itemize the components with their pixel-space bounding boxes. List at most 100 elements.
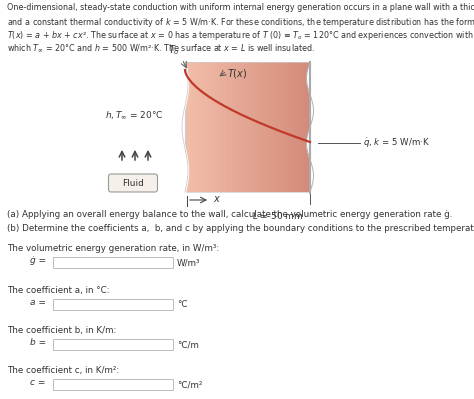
Polygon shape <box>193 62 194 192</box>
Polygon shape <box>254 62 255 192</box>
Polygon shape <box>246 62 247 192</box>
Polygon shape <box>257 62 258 192</box>
Polygon shape <box>221 62 222 192</box>
Polygon shape <box>230 62 232 192</box>
Text: One-dimensional, steady-state conduction with uniform internal energy generation: One-dimensional, steady-state conduction… <box>7 3 474 12</box>
Polygon shape <box>263 62 264 192</box>
Text: c =: c = <box>30 378 46 387</box>
Polygon shape <box>294 62 296 192</box>
Polygon shape <box>280 62 282 192</box>
Text: $\dot{q}$, $k$ = 5 W/m·K: $\dot{q}$, $k$ = 5 W/m·K <box>363 136 430 150</box>
Polygon shape <box>285 62 287 192</box>
Text: (b) Determine the coefficients a,  b, and c by applying the boundary conditions : (b) Determine the coefficients a, b, and… <box>7 224 474 233</box>
Polygon shape <box>296 62 298 192</box>
Polygon shape <box>301 62 302 192</box>
Text: b =: b = <box>30 338 46 347</box>
Polygon shape <box>299 62 301 192</box>
Text: a =: a = <box>30 298 46 307</box>
FancyBboxPatch shape <box>53 339 173 350</box>
Text: The coefficient b, in K/m:: The coefficient b, in K/m: <box>7 326 117 335</box>
Polygon shape <box>307 62 309 192</box>
Polygon shape <box>196 62 198 192</box>
Polygon shape <box>304 62 305 192</box>
Text: The coefficient c, in K/m²:: The coefficient c, in K/m²: <box>7 366 119 375</box>
Polygon shape <box>291 62 293 192</box>
Polygon shape <box>282 62 283 192</box>
Polygon shape <box>215 62 216 192</box>
Polygon shape <box>198 62 199 192</box>
Text: The coefficient a, in °C:: The coefficient a, in °C: <box>7 286 109 295</box>
Polygon shape <box>209 62 210 192</box>
Polygon shape <box>275 62 277 192</box>
FancyBboxPatch shape <box>53 299 173 310</box>
Text: $T_o$: $T_o$ <box>168 43 180 57</box>
Polygon shape <box>251 62 252 192</box>
Polygon shape <box>279 62 280 192</box>
Polygon shape <box>305 62 307 192</box>
Polygon shape <box>274 62 275 192</box>
Polygon shape <box>273 62 274 192</box>
Text: and a constant thermal conductivity of $k$ = 5 W/m·K. For these conditions, the : and a constant thermal conductivity of $… <box>7 16 474 29</box>
Polygon shape <box>202 62 204 192</box>
Polygon shape <box>283 62 285 192</box>
Polygon shape <box>245 62 246 192</box>
Text: ġ =: ġ = <box>30 256 46 265</box>
Text: which $T_\infty$ = 20°C and $h$ = 500 W/m²·K. The surface at $x$ = $L$ is well i: which $T_\infty$ = 20°C and $h$ = 500 W/… <box>7 42 315 54</box>
Text: $T$($x$) = $a$ + $bx$ + $cx$². The surface at $x$ = 0 has a temperature of $T$ (: $T$($x$) = $a$ + $bx$ + $cx$². The surfa… <box>7 29 474 42</box>
Polygon shape <box>219 62 221 192</box>
Polygon shape <box>232 62 233 192</box>
Polygon shape <box>226 62 227 192</box>
Polygon shape <box>233 62 235 192</box>
Polygon shape <box>224 62 226 192</box>
Polygon shape <box>207 62 209 192</box>
Polygon shape <box>249 62 251 192</box>
Polygon shape <box>205 62 207 192</box>
Polygon shape <box>235 62 237 192</box>
Polygon shape <box>213 62 215 192</box>
Polygon shape <box>262 62 263 192</box>
Text: $x$: $x$ <box>213 194 221 204</box>
Text: °C: °C <box>177 300 188 309</box>
Polygon shape <box>190 62 191 192</box>
Polygon shape <box>288 62 290 192</box>
Polygon shape <box>293 62 294 192</box>
Polygon shape <box>290 62 291 192</box>
Polygon shape <box>309 62 310 192</box>
Polygon shape <box>240 62 241 192</box>
Polygon shape <box>287 62 288 192</box>
Polygon shape <box>264 62 266 192</box>
Polygon shape <box>258 62 260 192</box>
FancyBboxPatch shape <box>53 379 173 390</box>
Polygon shape <box>211 62 213 192</box>
Polygon shape <box>191 62 193 192</box>
Polygon shape <box>302 62 304 192</box>
FancyBboxPatch shape <box>53 257 173 268</box>
Polygon shape <box>241 62 243 192</box>
FancyBboxPatch shape <box>109 174 157 192</box>
Text: °C/m²: °C/m² <box>177 380 202 389</box>
Polygon shape <box>277 62 279 192</box>
Polygon shape <box>255 62 257 192</box>
Polygon shape <box>298 62 299 192</box>
Polygon shape <box>216 62 218 192</box>
Text: °C/m: °C/m <box>177 340 199 349</box>
Polygon shape <box>222 62 224 192</box>
Polygon shape <box>201 62 202 192</box>
Polygon shape <box>210 62 211 192</box>
Polygon shape <box>271 62 273 192</box>
Polygon shape <box>266 62 268 192</box>
Text: W/m³: W/m³ <box>177 258 201 267</box>
Polygon shape <box>227 62 229 192</box>
Text: $L$ = 50 mm: $L$ = 50 mm <box>252 210 303 221</box>
Polygon shape <box>194 62 196 192</box>
Polygon shape <box>238 62 240 192</box>
Polygon shape <box>187 62 188 192</box>
Polygon shape <box>243 62 245 192</box>
Polygon shape <box>252 62 254 192</box>
Text: $T(x)$: $T(x)$ <box>227 67 247 80</box>
Polygon shape <box>237 62 238 192</box>
Polygon shape <box>204 62 205 192</box>
Polygon shape <box>185 62 187 192</box>
Text: Fluid: Fluid <box>122 178 144 188</box>
Polygon shape <box>229 62 230 192</box>
